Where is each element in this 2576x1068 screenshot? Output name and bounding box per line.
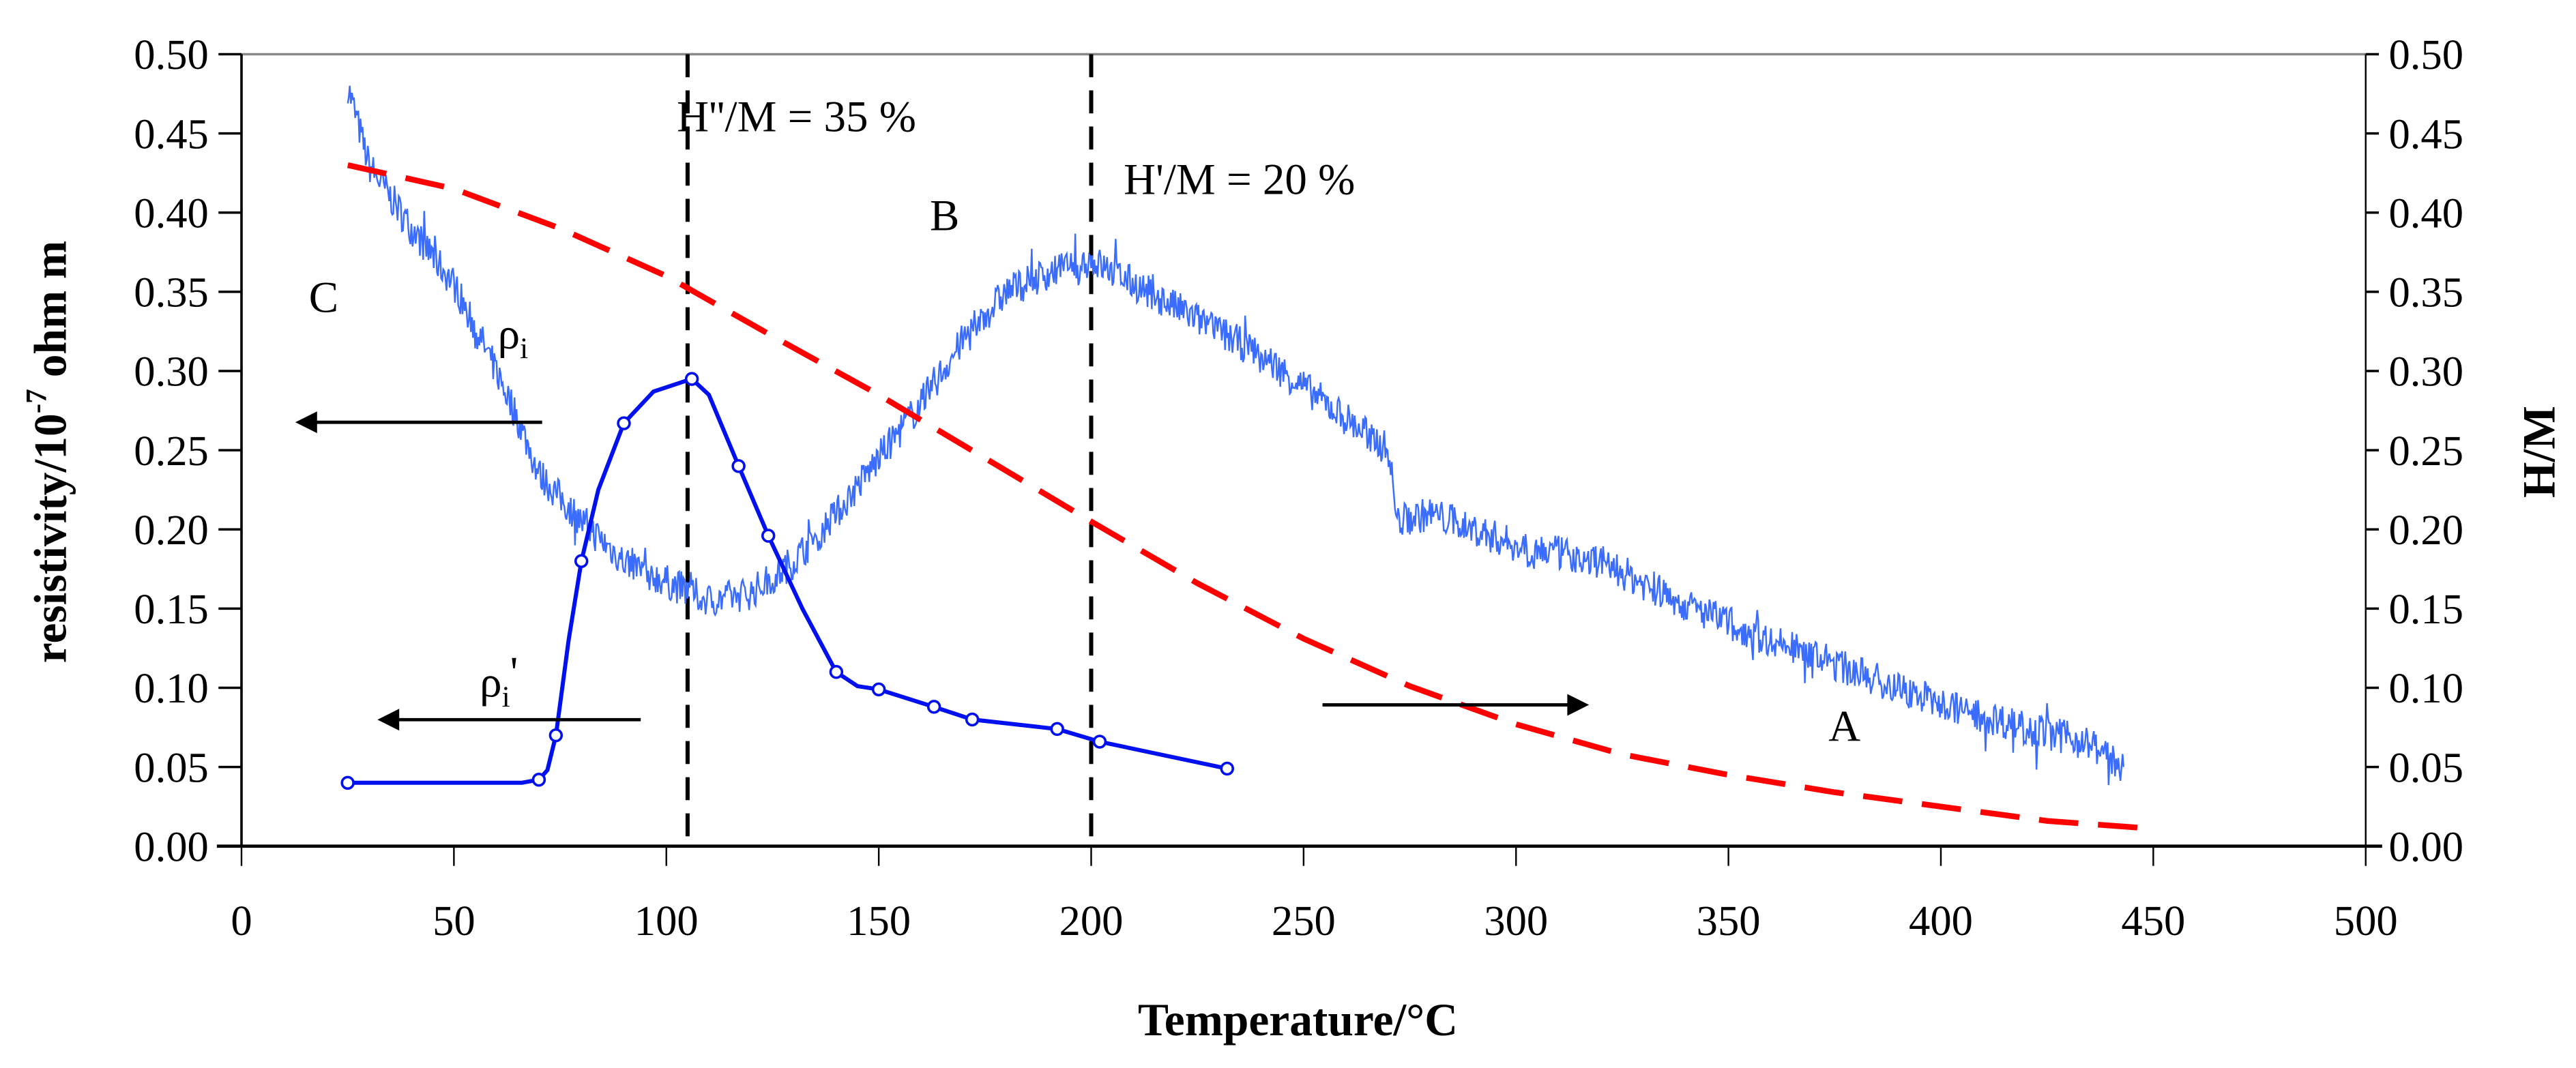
y-tick-label-left: 0.50 (134, 31, 209, 78)
reference-lines (685, 54, 1094, 846)
y-tick-label-right: 0.50 (2388, 31, 2463, 78)
x-tick-label: 500 (2334, 897, 2398, 945)
y-tick-label-right: 0.25 (2388, 427, 2463, 475)
y-tick-label-right: 0.10 (2388, 664, 2463, 712)
x-tick-label: 450 (2121, 897, 2185, 945)
data-point-marker (548, 728, 564, 743)
y-axis-label-right: H/M (2514, 406, 2565, 498)
data-point-marker (1220, 761, 1235, 776)
rho-i-prime-markers (340, 372, 1235, 790)
x-axis-label: Temperature/°C (1138, 994, 1458, 1045)
x-tick-label: 250 (1272, 897, 1336, 945)
label-rho-i-prime: ρi' (480, 648, 518, 713)
x-tick-label: 100 (634, 897, 699, 945)
annotation-h2: H''/M = 35 % (677, 93, 916, 142)
annotation-C: C (309, 273, 338, 323)
y-label-exponent: -7 (20, 389, 53, 413)
y-label-unit: ohm m (25, 241, 76, 389)
hm-series (347, 162, 2154, 832)
rho-symbol: ρ (480, 658, 501, 707)
y-tick-label-left: 0.25 (134, 427, 209, 475)
data-point-marker (531, 772, 546, 787)
annotation-B: B (930, 191, 959, 240)
data-point-marker (340, 775, 355, 790)
x-tick-label: 150 (847, 897, 911, 945)
y-tick-label-left: 0.15 (134, 585, 209, 633)
arrows (295, 411, 1590, 731)
data-point-marker (761, 529, 776, 543)
prime-mark: ' (510, 648, 518, 697)
label-rho-i: ρi (498, 310, 528, 365)
arrow-head (377, 709, 400, 731)
annotation-A: A (1828, 702, 1860, 752)
y-tick-label-left: 0.20 (134, 506, 209, 554)
arrow-head (1567, 694, 1590, 716)
y-tick-label-right: 0.15 (2388, 585, 2463, 633)
x-tick-label: 50 (433, 897, 475, 945)
data-point-marker (926, 700, 941, 714)
data-point-marker (1050, 722, 1064, 737)
axis-ticks: 0 50 100 150 200 250 300 350 400 450 500 0.00 0.00 0.… (134, 31, 2463, 945)
y-tick-label-left: 0.10 (134, 664, 209, 712)
data-point-marker (829, 665, 844, 679)
arrow-head (295, 411, 317, 434)
y-tick-label-right: 0.00 (2388, 822, 2463, 870)
y-tick-label-right: 0.40 (2388, 189, 2463, 237)
x-tick-label: 200 (1059, 897, 1124, 945)
y-label-main: resistivity/10 (25, 413, 76, 663)
y-tick-label-right: 0.05 (2388, 743, 2463, 791)
y-tick-label-right: 0.45 (2388, 110, 2463, 158)
y-tick-label-left: 0.40 (134, 189, 209, 237)
data-point-marker (965, 712, 980, 727)
rho-symbol: ρ (498, 310, 520, 359)
annotation-h1: H'/M = 20 % (1124, 155, 1355, 204)
data-point-marker (684, 372, 699, 386)
y-tick-label-left: 0.00 (134, 822, 209, 870)
x-tick-label: 0 (231, 897, 252, 945)
y-axis-label-left: resistivity/10-7 ohm m (20, 241, 76, 663)
x-tick-label: 400 (1909, 897, 1973, 945)
y-tick-label-left: 0.45 (134, 110, 209, 158)
rho-i-series (347, 85, 2124, 786)
x-tick-label: 350 (1697, 897, 1761, 945)
rho-subscript: i (502, 681, 510, 713)
rho-i-prime-series (347, 376, 1228, 785)
y-tick-label-right: 0.20 (2388, 506, 2463, 554)
y-tick-label-right: 0.30 (2388, 348, 2463, 396)
rho-subscript: i (520, 332, 528, 365)
data-point-marker (1092, 735, 1107, 749)
data-point-marker (731, 459, 746, 473)
y-tick-label-right: 0.35 (2388, 269, 2463, 316)
x-tick-label: 300 (1484, 897, 1548, 945)
data-point-marker (574, 554, 589, 568)
y-tick-label-left: 0.30 (134, 348, 209, 396)
data-point-marker (871, 682, 886, 697)
y-tick-label-left: 0.05 (134, 743, 209, 791)
y-tick-label-left: 0.35 (134, 269, 209, 316)
data-point-marker (617, 416, 631, 430)
